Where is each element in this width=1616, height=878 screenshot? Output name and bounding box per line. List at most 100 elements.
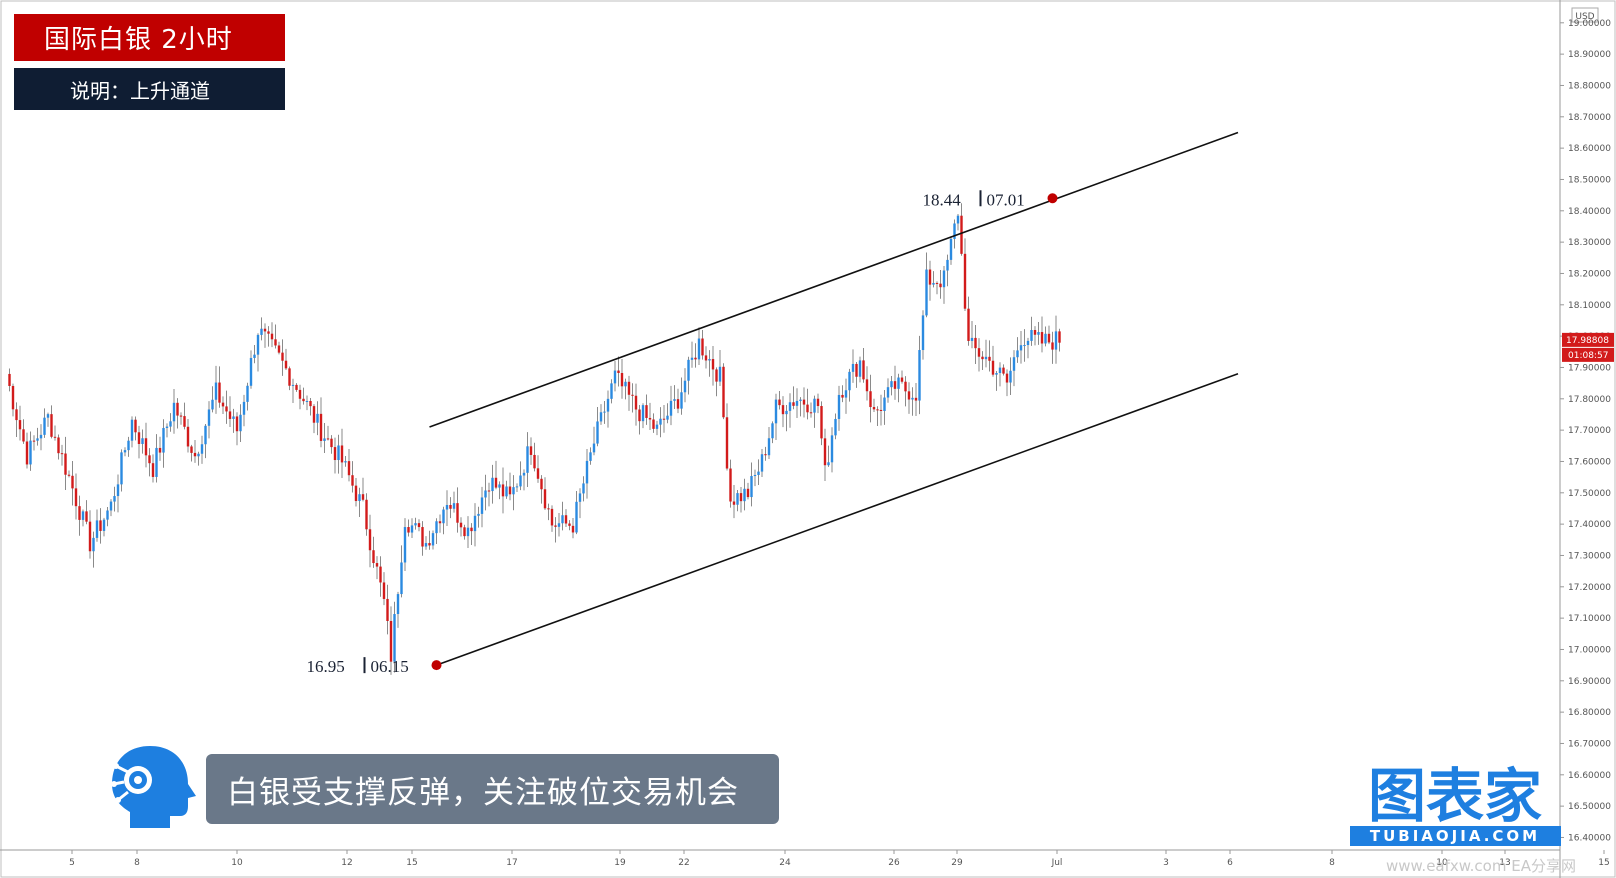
candle-body (757, 471, 760, 475)
candle-body (984, 356, 988, 360)
candle-body (851, 363, 855, 372)
candle-body (74, 488, 78, 507)
candle-body (876, 409, 879, 411)
candle-body (662, 418, 666, 420)
candle-body (92, 537, 95, 552)
candle-body (778, 399, 781, 406)
candle-body (627, 381, 631, 395)
candle-body (1051, 342, 1054, 350)
description-badge: 说明：上升通道 (14, 68, 285, 110)
candle-body (932, 282, 935, 285)
candle-body (466, 527, 470, 537)
candle-body (872, 407, 876, 410)
candle-body (676, 399, 680, 409)
x-tick-label: 22 (678, 858, 689, 868)
candle-body (701, 338, 704, 356)
candle-body (498, 484, 501, 488)
y-tick-label: 16.80000 (1568, 708, 1611, 718)
candle-body (312, 406, 316, 423)
candle-body (162, 427, 165, 453)
candle-body (288, 368, 291, 386)
candle-body (585, 460, 589, 484)
candle-body (165, 426, 169, 428)
candle-body (697, 338, 701, 360)
candle-body (134, 419, 137, 433)
logo-url-text: TUBIAOJIA.COM (1370, 827, 1540, 845)
candle-body (340, 445, 344, 463)
candle-body (295, 384, 298, 390)
candle-body (316, 413, 319, 423)
x-tick-label: 12 (341, 858, 352, 868)
candle-body (1019, 345, 1023, 351)
candle-body (848, 371, 851, 391)
candle-body (29, 440, 32, 465)
x-tick-label: 6 (1227, 858, 1233, 868)
candle-body (911, 397, 914, 400)
candle-body (18, 420, 22, 430)
candle-body (158, 447, 162, 453)
x-tick-label: 8 (134, 858, 140, 868)
candle-body (25, 441, 29, 465)
candle-body (753, 474, 757, 477)
candle-body (774, 399, 778, 424)
candle-body (246, 385, 249, 402)
candle-body (1026, 340, 1030, 346)
x-tick-label: 10 (1436, 858, 1448, 868)
candle-body (302, 398, 305, 402)
candle-body (515, 486, 519, 488)
candle-body (501, 484, 505, 497)
candle-body (375, 563, 379, 567)
candle-body (169, 421, 172, 427)
x-tick-label: 26 (888, 858, 900, 868)
candle-body (564, 515, 568, 524)
candle-body (606, 398, 610, 412)
candle-body (886, 387, 890, 398)
candle-body (823, 438, 827, 466)
candle-body (109, 501, 113, 511)
candle-body (102, 519, 106, 531)
candle-body (603, 411, 606, 413)
candle-body (253, 354, 256, 358)
candle-body (179, 415, 183, 417)
candle-body (659, 418, 662, 425)
candle-body (1037, 332, 1040, 335)
candle-body (396, 594, 400, 615)
x-tick-label: 13 (1499, 858, 1510, 868)
site-watermark: www.eafxw.com EA分享网 (1386, 857, 1576, 875)
candle-body (372, 550, 375, 564)
candle-body (176, 402, 179, 416)
candle-body (554, 525, 557, 527)
candle-body (578, 493, 582, 502)
y-tick-label: 18.20000 (1568, 269, 1611, 279)
candle-body (141, 438, 144, 444)
candle-body (151, 463, 155, 477)
candle-body (470, 527, 473, 532)
candle-body (694, 357, 697, 360)
candle-body (816, 398, 820, 407)
candle-body (57, 437, 60, 454)
candle-body (22, 429, 25, 442)
pivot-value-label: 18.44 (923, 190, 962, 209)
candle-body (88, 521, 92, 552)
candle-body (918, 350, 921, 401)
candle-body (106, 510, 109, 520)
candle-body (788, 402, 792, 411)
candle-body (771, 423, 774, 439)
candle-body (242, 401, 246, 415)
candle-body (519, 475, 522, 487)
candle-body (995, 373, 998, 375)
candle-body (841, 394, 844, 398)
channel-layer (429, 131, 1239, 666)
candle-body (442, 509, 445, 524)
candle-body (666, 415, 669, 420)
candle-body (421, 527, 424, 547)
candle-body (680, 392, 683, 409)
candle-body (858, 360, 862, 377)
candle-body (512, 487, 515, 495)
currency-label: USD (1575, 12, 1594, 22)
candle-body (330, 438, 333, 448)
x-tick-label: 15 (406, 858, 417, 868)
candle-body (218, 382, 221, 403)
candle-body (879, 409, 883, 411)
